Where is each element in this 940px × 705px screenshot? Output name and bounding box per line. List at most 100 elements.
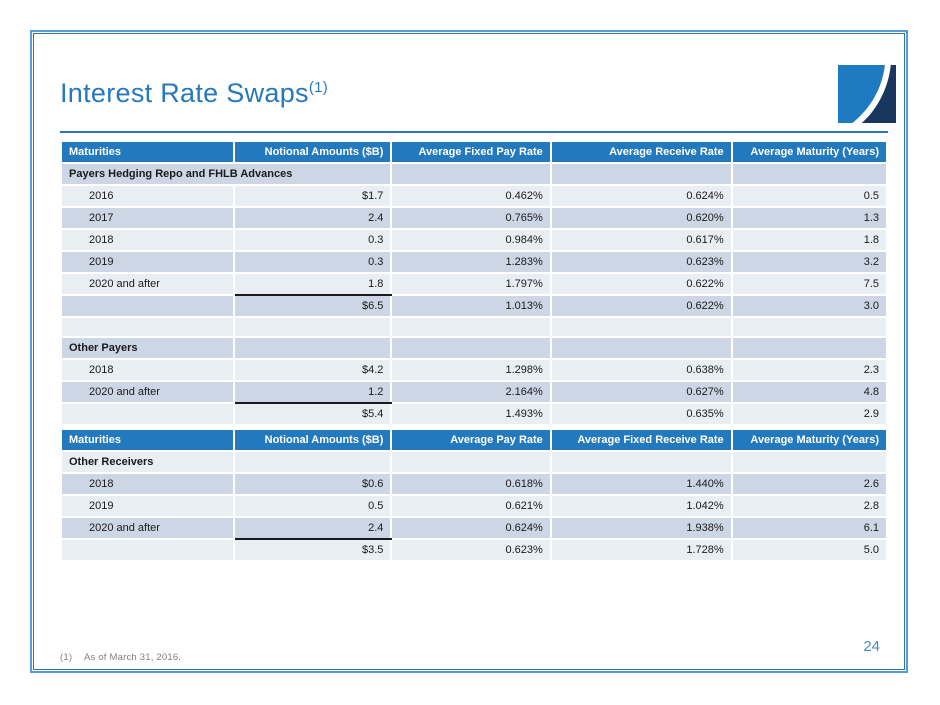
value-cell: $6.5: [233, 294, 393, 318]
maturity-cell: 2016: [59, 184, 236, 208]
title-footnote-ref: (1): [308, 79, 329, 96]
footnote-marker: (1): [60, 652, 73, 663]
value-cell: 0.5: [233, 494, 393, 518]
value-cell: [549, 316, 733, 338]
value-cell: $4.2: [233, 358, 393, 382]
column-header: Average Maturity (Years): [730, 140, 889, 164]
value-cell: [549, 162, 733, 186]
value-cell: 0.622%: [549, 294, 733, 318]
table-row-data: 2020 and after 1.2 2.164% 0.627% 4.8: [59, 380, 889, 404]
column-header: Average Receive Rate: [549, 140, 733, 164]
column-header: Notional Amounts ($B): [233, 140, 393, 164]
value-cell: 1.440%: [549, 472, 733, 496]
slide: Interest Rate Swaps(1) Maturities Notiona…: [30, 30, 908, 673]
table-row-section: Other Payers: [59, 336, 889, 360]
page-title-text: Interest Rate Swaps: [60, 78, 309, 108]
value-cell: 0.5: [730, 184, 889, 208]
value-cell: 3.0: [730, 294, 889, 318]
table-row-data: 2020 and after 1.8 1.797% 0.622% 7.5: [59, 272, 889, 296]
maturity-cell: 2018: [59, 472, 236, 496]
value-cell: $5.4: [233, 402, 393, 426]
value-cell: 0.622%: [549, 272, 733, 296]
value-cell: [730, 316, 889, 338]
value-cell: 0.623%: [390, 538, 552, 562]
maturity-cell: 2019: [59, 250, 236, 274]
value-cell: 1.283%: [390, 250, 552, 274]
value-cell: 5.0: [730, 538, 889, 562]
company-logo: [838, 65, 896, 123]
value-cell: 0.635%: [549, 402, 733, 426]
value-cell: 2.164%: [390, 380, 552, 404]
table-row-data: 2019 0.3 1.283% 0.623% 3.2: [59, 250, 889, 274]
value-cell: 0.620%: [549, 206, 733, 230]
table-row-data: 2016 $1.7 0.462% 0.624% 0.5: [59, 184, 889, 208]
value-cell: [549, 450, 733, 474]
company-logo-icon: [838, 65, 896, 123]
payers-swaps-table: Maturities Notional Amounts ($B) Average F…: [59, 140, 889, 426]
value-cell: 0.627%: [549, 380, 733, 404]
column-header: Notional Amounts ($B): [233, 428, 393, 452]
table-row-data: 2018 $0.6 0.618% 1.440% 2.6: [59, 472, 889, 496]
table-header-row: Maturities Notional Amounts ($B) Average F…: [59, 140, 889, 164]
column-header: Average Maturity (Years): [730, 428, 889, 452]
table-row-section: Other Receivers: [59, 450, 889, 474]
table-row-total: $5.4 1.493% 0.635% 2.9: [59, 402, 889, 426]
value-cell: $0.6: [233, 472, 393, 496]
value-cell: 3.2: [730, 250, 889, 274]
value-cell: 4.8: [730, 380, 889, 404]
value-cell: 7.5: [730, 272, 889, 296]
value-cell: 1.013%: [390, 294, 552, 318]
value-cell: [549, 336, 733, 360]
maturity-cell: 2017: [59, 206, 236, 230]
value-cell: 0.3: [233, 228, 393, 252]
table-row-data: 2017 2.4 0.765% 0.620% 1.3: [59, 206, 889, 230]
maturity-cell: 2018: [59, 228, 236, 252]
column-header: Average Fixed Pay Rate: [390, 140, 552, 164]
value-cell: [233, 316, 393, 338]
value-cell: [390, 336, 552, 360]
maturity-cell: 2020 and after: [59, 272, 236, 296]
value-cell: 2.4: [233, 516, 393, 540]
maturity-cell: 2019: [59, 494, 236, 518]
table-row-data: 2020 and after 2.4 0.624% 1.938% 6.1: [59, 516, 889, 540]
value-cell: [730, 336, 889, 360]
maturity-cell: 2020 and after: [59, 380, 236, 404]
value-cell: 1.493%: [390, 402, 552, 426]
value-cell: [730, 450, 889, 474]
value-cell: 0.765%: [390, 206, 552, 230]
table-row-total: $6.5 1.013% 0.622% 3.0: [59, 294, 889, 318]
column-header: Maturities: [59, 140, 236, 164]
value-cell: 0.624%: [549, 184, 733, 208]
value-cell: 2.3: [730, 358, 889, 382]
value-cell: 0.617%: [549, 228, 733, 252]
value-cell: 0.3: [233, 250, 393, 274]
page-title: Interest Rate Swaps(1): [60, 78, 328, 109]
section-label-cell: Other Receivers: [59, 450, 236, 474]
value-cell: 1.8: [233, 272, 393, 296]
value-cell: 2.9: [730, 402, 889, 426]
column-header: Average Fixed Receive Rate: [549, 428, 733, 452]
value-cell: 1.728%: [549, 538, 733, 562]
value-cell: [233, 450, 393, 474]
value-cell: 0.623%: [549, 250, 733, 274]
table-row-data: 2018 0.3 0.984% 0.617% 1.8: [59, 228, 889, 252]
value-cell: [233, 336, 393, 360]
value-cell: $1.7: [233, 184, 393, 208]
value-cell: 0.621%: [390, 494, 552, 518]
value-cell: 2.8: [730, 494, 889, 518]
value-cell: 6.1: [730, 516, 889, 540]
column-header: Average Pay Rate: [390, 428, 552, 452]
value-cell: [390, 450, 552, 474]
value-cell: 0.618%: [390, 472, 552, 496]
value-cell: 1.2: [233, 380, 393, 404]
table-row-section: Payers Hedging Repo and FHLB Advances: [59, 162, 889, 186]
value-cell: 0.984%: [390, 228, 552, 252]
value-cell: 0.462%: [390, 184, 552, 208]
maturity-cell: [59, 294, 236, 318]
value-cell: 2.6: [730, 472, 889, 496]
value-cell: 1.3: [730, 206, 889, 230]
value-cell: 1.938%: [549, 516, 733, 540]
value-cell: 1.8: [730, 228, 889, 252]
page-number: 24: [863, 638, 880, 655]
receivers-swaps-table: Maturities Notional Amounts ($B) Average P…: [59, 428, 889, 562]
